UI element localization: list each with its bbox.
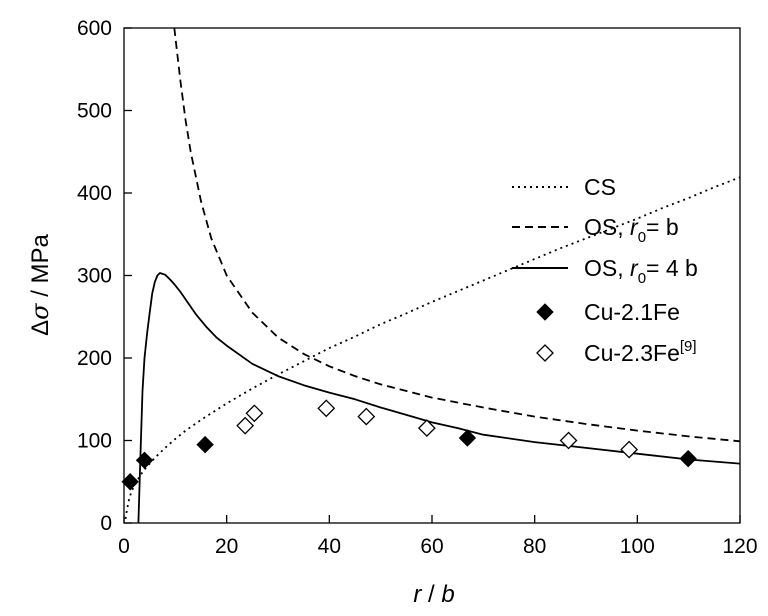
series-lines bbox=[124, 28, 740, 523]
x-tick-label: 40 bbox=[318, 535, 341, 558]
data-point-cu23fe bbox=[417, 419, 436, 438]
data-point-cu21fe bbox=[458, 429, 477, 447]
x-tick-label: 80 bbox=[523, 535, 546, 558]
y-axis-ticks: 0 100 200 300 400 500 600 bbox=[77, 17, 132, 535]
x-axis-ticks: 0 20 40 60 80 100 120 bbox=[118, 515, 758, 558]
legend-label-cu23fe: Cu-2.3Fe[9] bbox=[584, 338, 697, 366]
x-tick-label: 100 bbox=[620, 535, 655, 558]
data-point-cu23fe bbox=[559, 431, 578, 450]
data-point-cu23fe bbox=[357, 407, 376, 426]
data-point-cu23fe bbox=[620, 440, 639, 459]
x-tick-label: 20 bbox=[215, 535, 238, 558]
legend-label-cu21fe: Cu-2.1Fe bbox=[584, 299, 680, 325]
x-tick-label: 0 bbox=[118, 535, 130, 558]
x-tick-label: 60 bbox=[420, 535, 443, 558]
data-point-cu23fe bbox=[245, 404, 264, 423]
series-line-os-r0-4b bbox=[137, 272, 740, 523]
y-axis-label: Δσ / MPa bbox=[26, 233, 54, 335]
y-tick-label: 500 bbox=[77, 100, 112, 123]
series-line-cs bbox=[124, 176, 740, 520]
y-tick-label: 100 bbox=[77, 430, 112, 453]
data-point-cu23fe bbox=[236, 416, 255, 435]
data-point-cu23fe bbox=[317, 399, 336, 418]
data-point-cu21fe bbox=[135, 451, 154, 470]
x-axis-label: r / b bbox=[413, 581, 454, 608]
legend-label-cs: CS bbox=[584, 174, 616, 200]
y-tick-label: 0 bbox=[100, 512, 112, 535]
y-tick-label: 400 bbox=[77, 182, 112, 205]
legend: CS OS, r0= b OS, r0= 4 b Cu-2.1Fe Cu-2.3… bbox=[512, 174, 698, 366]
legend-label-os-b: OS, r0= b bbox=[584, 214, 679, 246]
y-tick-label: 300 bbox=[77, 265, 112, 288]
legend-label-os-4b: OS, r0= 4 b bbox=[584, 255, 698, 287]
data-point-cu21fe bbox=[121, 473, 139, 491]
data-point-cu21fe bbox=[679, 449, 697, 468]
legend-marker-open-diamond bbox=[536, 344, 554, 362]
series-line-os-r0-b bbox=[173, 28, 740, 443]
data-markers bbox=[121, 399, 697, 491]
legend-marker-filled-diamond bbox=[536, 303, 554, 321]
data-point-cu21fe bbox=[196, 435, 214, 454]
y-tick-label: 600 bbox=[77, 17, 112, 40]
y-tick-label: 200 bbox=[77, 347, 112, 370]
x-tick-label: 120 bbox=[722, 535, 757, 558]
